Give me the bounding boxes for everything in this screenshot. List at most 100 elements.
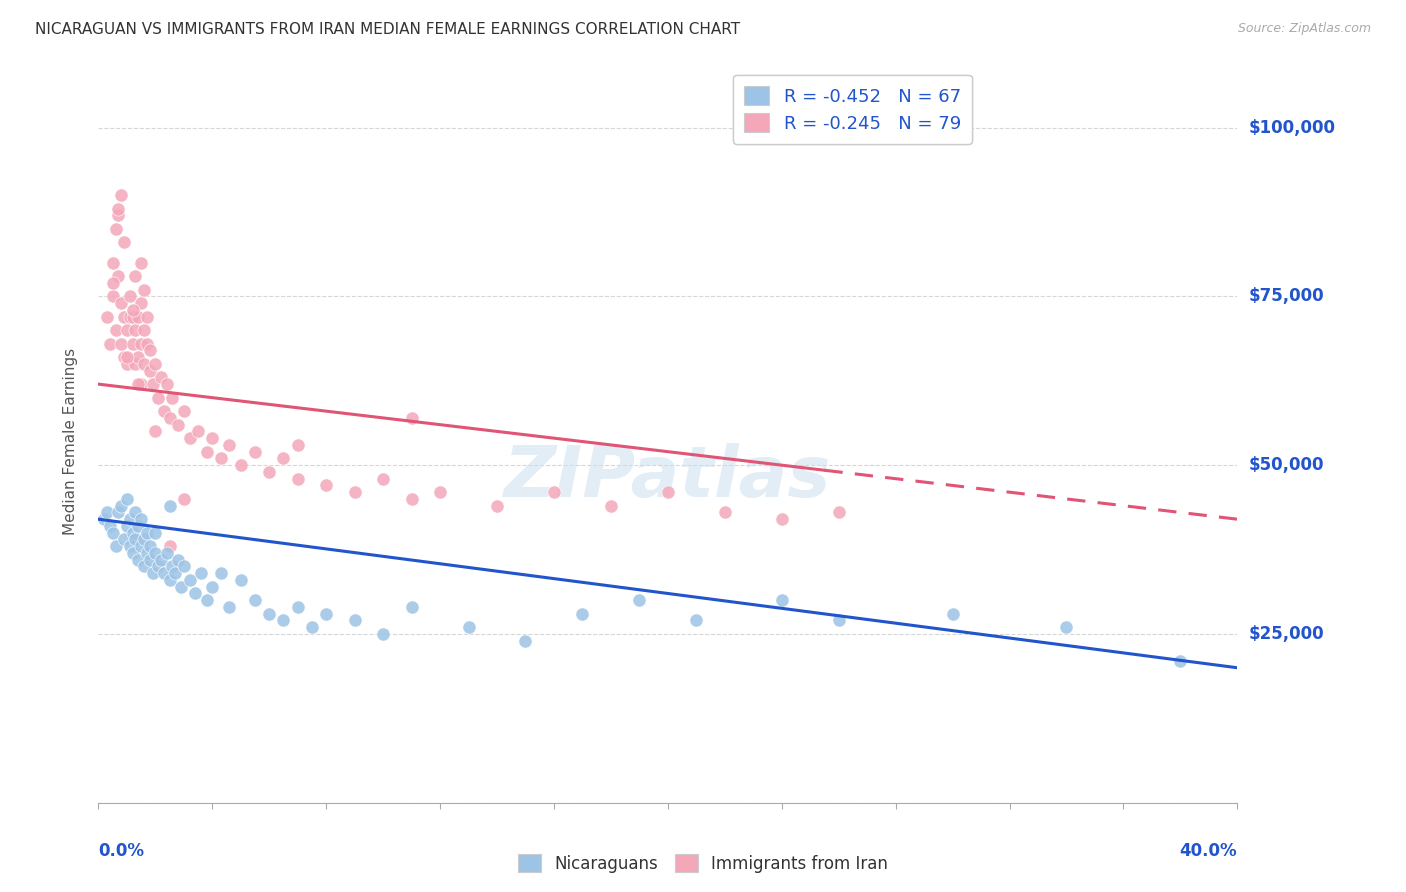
Point — [165, 566, 187, 581]
Point — [343, 614, 366, 628]
Point — [115, 323, 138, 337]
Text: Source: ZipAtlas.com: Source: ZipAtlas.com — [1237, 22, 1371, 36]
Point — [138, 552, 160, 566]
Point — [150, 370, 173, 384]
Legend: R = -0.452   N = 67, R = -0.245   N = 79: R = -0.452 N = 67, R = -0.245 N = 79 — [734, 75, 972, 144]
Point — [201, 431, 224, 445]
Point — [159, 573, 181, 587]
Point — [107, 202, 129, 216]
Point — [179, 431, 201, 445]
Point — [132, 559, 155, 574]
Point — [127, 552, 149, 566]
Point — [828, 505, 851, 519]
Point — [153, 566, 176, 581]
Point — [145, 546, 167, 560]
Point — [315, 607, 337, 621]
Point — [600, 499, 623, 513]
Point — [112, 350, 135, 364]
Point — [179, 573, 201, 587]
Point — [129, 539, 152, 553]
Point — [124, 269, 146, 284]
Point — [107, 269, 129, 284]
Point — [273, 451, 295, 466]
Point — [259, 465, 281, 479]
Point — [190, 566, 212, 581]
Point — [287, 599, 309, 614]
Point — [159, 539, 181, 553]
Text: 40.0%: 40.0% — [1180, 842, 1237, 860]
Point — [141, 377, 163, 392]
Point — [115, 350, 138, 364]
Point — [93, 512, 115, 526]
Point — [373, 627, 395, 641]
Point — [127, 377, 149, 392]
Point — [201, 580, 224, 594]
Text: $75,000: $75,000 — [1249, 287, 1324, 305]
Point — [195, 444, 218, 458]
Point — [129, 377, 152, 392]
Point — [124, 323, 146, 337]
Point — [132, 357, 155, 371]
Point — [195, 593, 218, 607]
Point — [118, 512, 141, 526]
Point — [112, 235, 135, 250]
Point — [118, 310, 141, 324]
Point — [167, 417, 190, 432]
Point — [156, 546, 179, 560]
Point — [429, 485, 451, 500]
Point — [486, 499, 509, 513]
Point — [110, 188, 132, 202]
Point — [107, 505, 129, 519]
Point — [148, 559, 170, 574]
Point — [118, 289, 141, 303]
Point — [101, 525, 124, 540]
Point — [127, 310, 149, 324]
Point — [132, 323, 155, 337]
Point — [145, 425, 167, 439]
Point — [115, 491, 138, 506]
Point — [121, 525, 143, 540]
Point — [98, 336, 121, 351]
Point — [571, 607, 593, 621]
Point — [515, 633, 537, 648]
Text: $100,000: $100,000 — [1249, 119, 1336, 136]
Point — [110, 336, 132, 351]
Point — [287, 438, 309, 452]
Point — [124, 357, 146, 371]
Text: $50,000: $50,000 — [1249, 456, 1324, 475]
Point — [243, 593, 266, 607]
Point — [121, 302, 143, 317]
Point — [401, 411, 423, 425]
Point — [153, 404, 176, 418]
Point — [209, 566, 232, 581]
Point — [141, 566, 163, 581]
Point — [243, 444, 266, 458]
Point — [167, 552, 190, 566]
Point — [96, 310, 118, 324]
Point — [373, 472, 395, 486]
Point — [124, 505, 146, 519]
Point — [401, 599, 423, 614]
Point — [101, 276, 124, 290]
Point — [159, 499, 181, 513]
Point — [543, 485, 565, 500]
Point — [229, 573, 252, 587]
Point — [657, 485, 679, 500]
Point — [112, 310, 135, 324]
Point — [343, 485, 366, 500]
Point — [115, 357, 138, 371]
Point — [714, 505, 737, 519]
Point — [104, 222, 127, 236]
Point — [121, 546, 143, 560]
Point — [170, 580, 193, 594]
Point — [150, 552, 173, 566]
Text: ZIPatlas: ZIPatlas — [505, 443, 831, 512]
Text: 0.0%: 0.0% — [98, 842, 145, 860]
Point — [315, 478, 337, 492]
Point — [187, 425, 209, 439]
Point — [135, 546, 157, 560]
Point — [229, 458, 252, 472]
Point — [124, 533, 146, 547]
Point — [110, 296, 132, 310]
Point — [135, 525, 157, 540]
